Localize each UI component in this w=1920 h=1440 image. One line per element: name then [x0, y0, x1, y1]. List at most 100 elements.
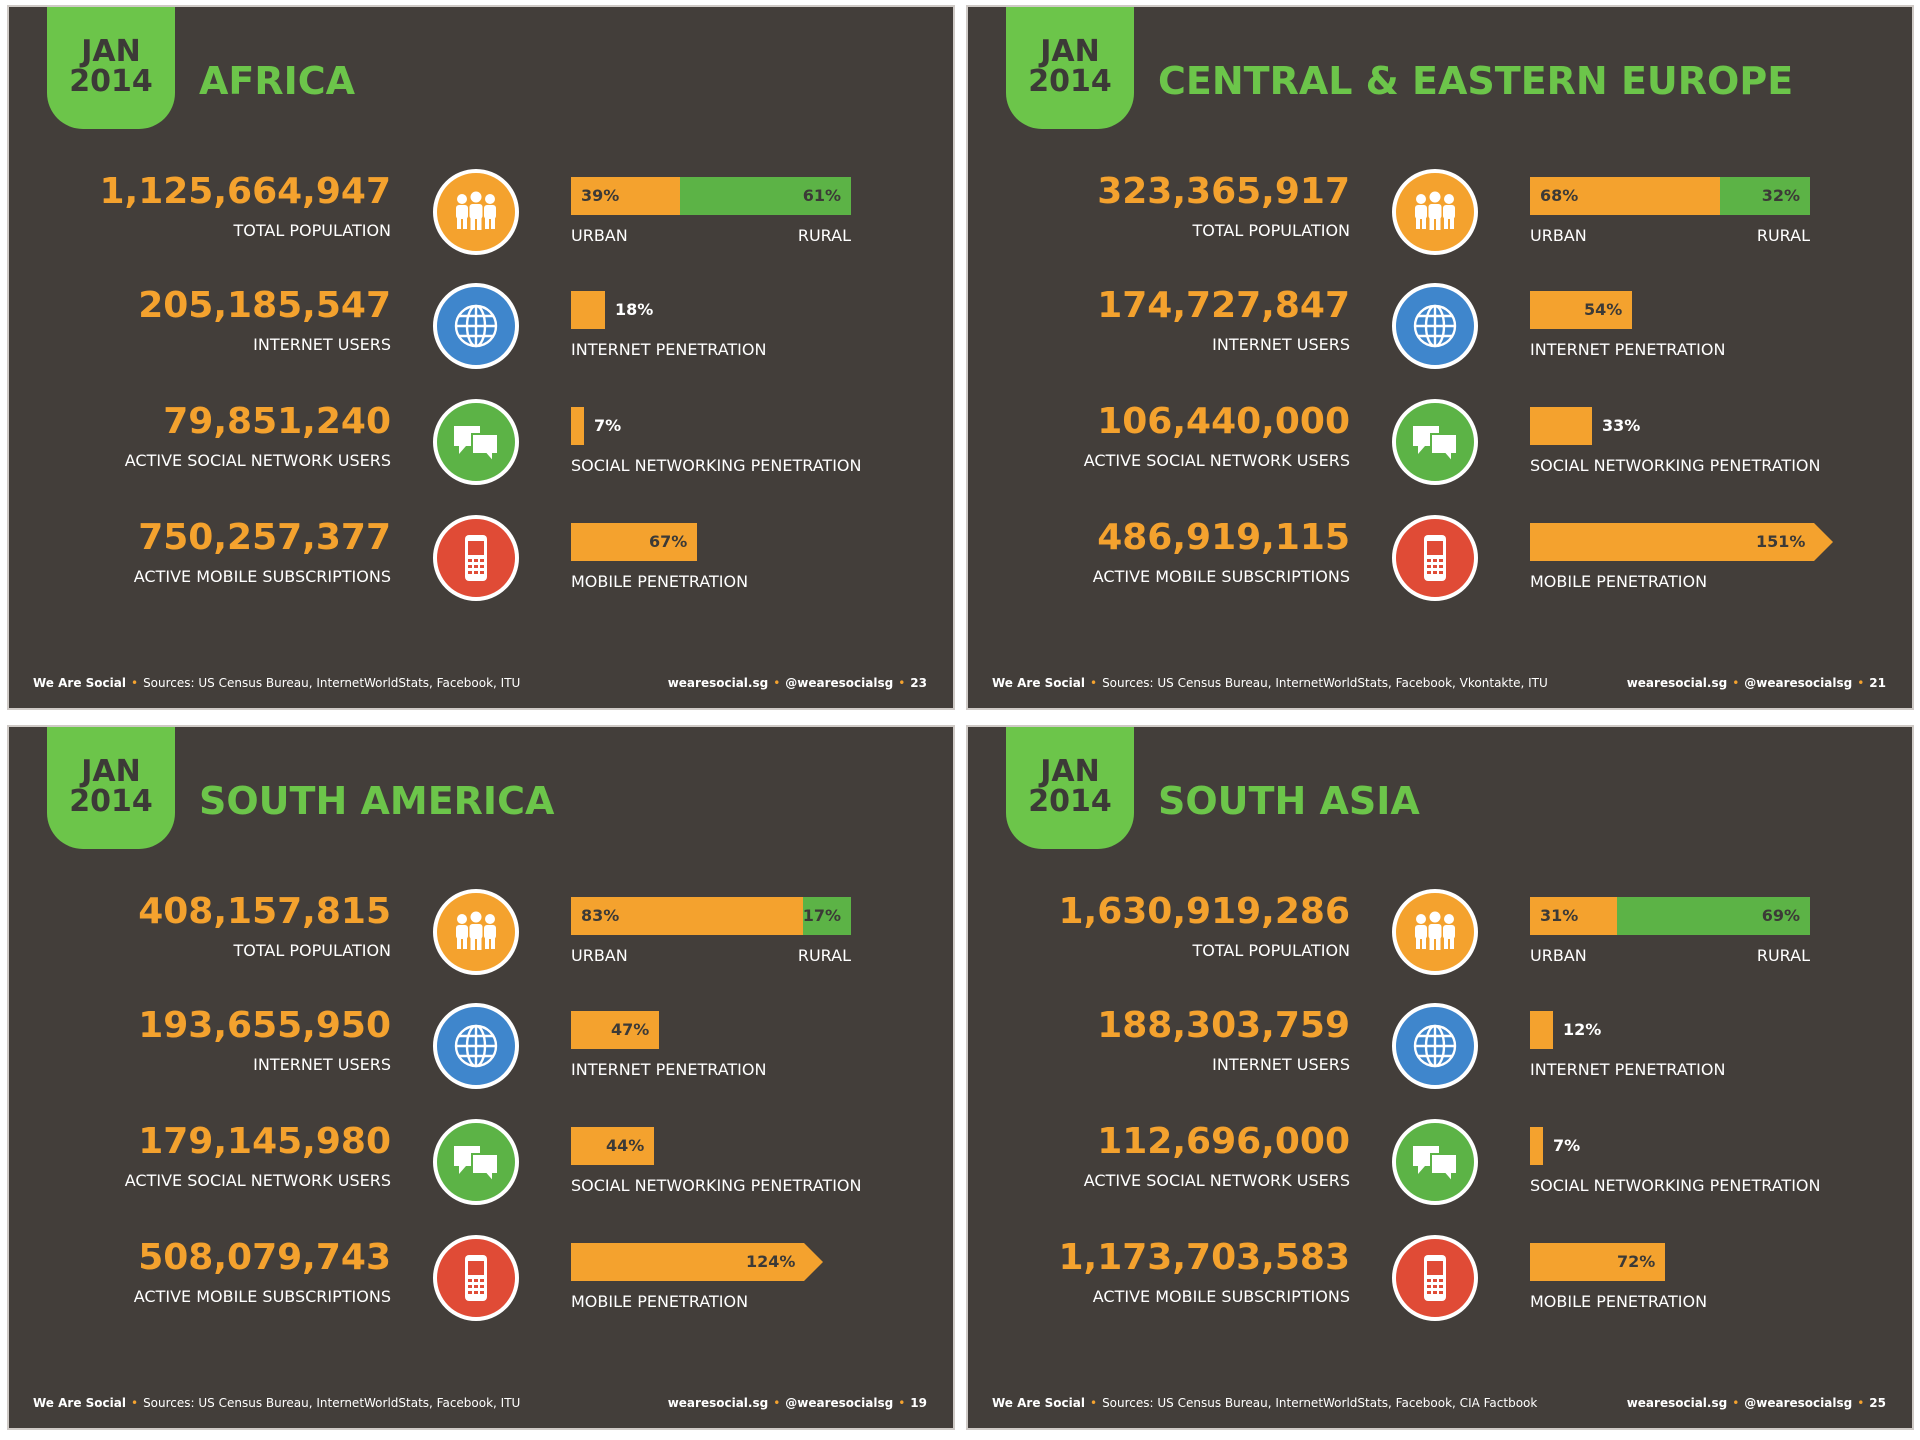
region-panel-4: JAN 2014 SOUTH ASIA 1,630,919,286 TOTAL …: [966, 725, 1914, 1430]
urban-label: URBAN: [1530, 946, 1587, 965]
footer-site: wearesocial.sg: [667, 676, 769, 690]
mobile-penetration-arrow: [804, 1243, 823, 1281]
rural-label: RURAL: [1756, 946, 1810, 965]
region-title: SOUTH ASIA: [1158, 779, 1420, 823]
urban-rural-track: 39% 61%: [571, 177, 851, 215]
urban-label: URBAN: [1530, 226, 1587, 245]
mobile-row: 1,173,703,583 ACTIVE MOBILE SUBSCRIPTION…: [968, 1235, 1912, 1335]
footer-meta: wearesocial.sg • @wearesocialsg • 21: [1626, 676, 1886, 690]
footer-handle: @wearesocialsg: [785, 676, 894, 690]
mobile-subscriptions-value: 750,257,377: [138, 517, 391, 558]
urban-segment: 68%: [1530, 177, 1720, 215]
globe-icon: [1392, 1003, 1478, 1089]
date-badge: JAN 2014: [1006, 727, 1134, 849]
rural-segment: 61%: [680, 177, 851, 215]
footer-meta: wearesocial.sg • @wearesocialsg • 25: [1626, 1396, 1886, 1410]
internet-penetration-bar: 18% INTERNET PENETRATION: [571, 283, 911, 373]
footer-page-number: 19: [910, 1396, 927, 1410]
urban-rural-bar: 39% 61% URBAN RURAL: [571, 169, 911, 259]
social-penetration-bar: 7% SOCIAL NETWORKING PENETRATION: [571, 399, 911, 489]
mobile-penetration-bar: 151% MOBILE PENETRATION: [1530, 515, 1870, 605]
social-penetration-label: SOCIAL NETWORKING PENETRATION: [1530, 456, 1821, 475]
footer-site: wearesocial.sg: [1626, 676, 1728, 690]
social-penetration-percent: 33%: [1602, 416, 1641, 435]
total-population-value: 408,157,815: [138, 891, 391, 932]
internet-penetration-fill: [1530, 291, 1632, 329]
internet-row: 188,303,759 INTERNET USERS 12% INTERNET …: [968, 1003, 1912, 1103]
population-row: 323,365,917 TOTAL POPULATION 68% 32%: [968, 169, 1912, 269]
people-icon: [1392, 889, 1478, 975]
rural-label: RURAL: [797, 946, 851, 965]
mobile-penetration-bar: 67% MOBILE PENETRATION: [571, 515, 911, 605]
total-population-value: 323,365,917: [1097, 171, 1350, 212]
badge-month: JAN: [81, 754, 141, 789]
badge-month: JAN: [81, 34, 141, 69]
urban-percent: 83%: [581, 906, 620, 925]
mobile-row: 486,919,115 ACTIVE MOBILE SUBSCRIPTIONS …: [968, 515, 1912, 615]
globe-icon: [433, 1003, 519, 1089]
mobile-phone-icon: [433, 515, 519, 601]
internet-users-value: 188,303,759: [1097, 1005, 1350, 1046]
badge-month: JAN: [1040, 754, 1100, 789]
footer-brand: We Are Social: [992, 676, 1085, 690]
mobile-penetration-percent: 151%: [1756, 532, 1806, 551]
footer-sources: We Are Social • Sources: US Census Bureau,…: [992, 1396, 1538, 1410]
footer-sources: We Are Social • Sources: US Census Bureau,…: [33, 1396, 521, 1410]
mobile-subscriptions-label: ACTIVE MOBILE SUBSCRIPTIONS: [1092, 1287, 1350, 1306]
mobile-subscriptions-value: 508,079,743: [138, 1237, 391, 1278]
mobile-row: 750,257,377 ACTIVE MOBILE SUBSCRIPTIONS …: [9, 515, 953, 615]
internet-penetration-label: INTERNET PENETRATION: [571, 340, 767, 359]
badge-year: 2014: [1028, 64, 1112, 99]
total-population-label: TOTAL POPULATION: [1192, 221, 1350, 240]
footer-handle: @wearesocialsg: [1744, 1396, 1853, 1410]
social-users-value: 106,440,000: [1097, 401, 1350, 442]
mobile-penetration-fill: [571, 1243, 804, 1281]
urban-percent: 31%: [1540, 906, 1579, 925]
social-penetration-label: SOCIAL NETWORKING PENETRATION: [571, 456, 862, 475]
total-population-value: 1,630,919,286: [1058, 891, 1350, 932]
mobile-penetration-bar: 124% MOBILE PENETRATION: [571, 1235, 911, 1325]
internet-penetration-percent: 54%: [1584, 300, 1623, 319]
internet-row: 174,727,847 INTERNET USERS 54% INTERNET …: [968, 283, 1912, 383]
social-penetration-fill: [1530, 407, 1592, 445]
total-population-label: TOTAL POPULATION: [1192, 941, 1350, 960]
total-population-label: TOTAL POPULATION: [233, 941, 391, 960]
globe-icon: [433, 283, 519, 369]
social-row: 79,851,240 ACTIVE SOCIAL NETWORK USERS 7…: [9, 399, 953, 499]
mobile-phone-icon: [1392, 1235, 1478, 1321]
mobile-penetration-label: MOBILE PENETRATION: [1530, 1292, 1708, 1311]
mobile-penetration-fill: [571, 523, 697, 561]
mobile-phone-icon: [433, 1235, 519, 1321]
urban-rural-bar: 31% 69% URBAN RURAL: [1530, 889, 1870, 979]
social-penetration-percent: 7%: [594, 416, 622, 435]
urban-rural-track: 83% 17%: [571, 897, 851, 935]
social-users-label: ACTIVE SOCIAL NETWORK USERS: [124, 451, 391, 470]
internet-users-value: 174,727,847: [1097, 285, 1350, 326]
footer-brand: We Are Social: [992, 1396, 1085, 1410]
mobile-penetration-arrow: [1814, 523, 1833, 561]
footer-sources-text: Sources: US Census Bureau, InternetWorld…: [1102, 1396, 1538, 1410]
mobile-row: 508,079,743 ACTIVE MOBILE SUBSCRIPTIONS …: [9, 1235, 953, 1335]
footer-site: wearesocial.sg: [1626, 1396, 1728, 1410]
urban-percent: 39%: [581, 186, 620, 205]
mobile-subscriptions-label: ACTIVE MOBILE SUBSCRIPTIONS: [1092, 567, 1350, 586]
urban-rural-track: 31% 69%: [1530, 897, 1810, 935]
rural-percent: 32%: [1761, 186, 1800, 205]
footer-meta: wearesocial.sg • @wearesocialsg • 19: [667, 1396, 927, 1410]
people-icon: [433, 169, 519, 255]
region-panel-3: JAN 2014 SOUTH AMERICA 408,157,815 TOTAL…: [7, 725, 955, 1430]
social-penetration-bar: 44% SOCIAL NETWORKING PENETRATION: [571, 1119, 911, 1209]
internet-penetration-label: INTERNET PENETRATION: [1530, 1060, 1726, 1079]
mobile-penetration-percent: 72%: [1617, 1252, 1656, 1271]
social-users-label: ACTIVE SOCIAL NETWORK USERS: [1083, 451, 1350, 470]
footer-sources: We Are Social • Sources: US Census Bureau,…: [33, 676, 521, 690]
social-penetration-fill: [1530, 1127, 1543, 1165]
population-row: 408,157,815 TOTAL POPULATION 83% 17%: [9, 889, 953, 989]
internet-penetration-percent: 18%: [615, 300, 654, 319]
social-penetration-percent: 44%: [606, 1136, 645, 1155]
social-penetration-percent: 7%: [1553, 1136, 1581, 1155]
mobile-subscriptions-value: 1,173,703,583: [1058, 1237, 1350, 1278]
region-panel-2: JAN 2014 CENTRAL & EASTERN EUROPE 323,36…: [966, 5, 1914, 710]
social-users-value: 179,145,980: [138, 1121, 391, 1162]
badge-month: JAN: [1040, 34, 1100, 69]
